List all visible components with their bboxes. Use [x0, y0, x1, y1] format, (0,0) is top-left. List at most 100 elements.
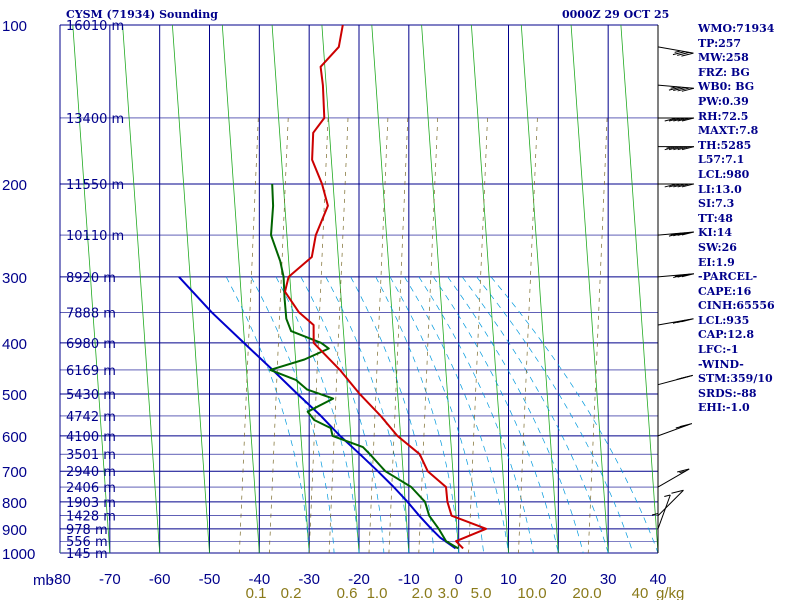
wind-barb — [658, 146, 695, 151]
pressure-tick-700: 700 — [2, 464, 27, 481]
moist-adiabat — [476, 276, 634, 553]
height-label-850: 1428 m — [66, 510, 116, 525]
height-label-900: 978 m — [66, 523, 108, 538]
height-label-400: 6980 m — [66, 337, 116, 352]
index-item: TH:5285 — [698, 138, 752, 152]
temperature-tick--10: -10 — [398, 571, 420, 588]
wind-barb — [657, 46, 694, 57]
wind-barb — [657, 494, 671, 530]
dry-adiabat — [371, 25, 410, 553]
pressure-tick-200: 200 — [2, 177, 27, 194]
mixing-ratio-unit-label: g/kg — [656, 585, 684, 600]
height-label-350: 7888 m — [66, 306, 116, 321]
temperature-tick--60: -60 — [149, 571, 171, 588]
mixing-ratio-line — [418, 117, 439, 553]
moist-adiabat — [418, 276, 534, 553]
pressure-tick-400: 400 — [2, 336, 27, 353]
height-label-100: 16010 m — [66, 19, 124, 34]
moist-adiabat — [275, 276, 360, 553]
height-label-800: 1903 m — [66, 496, 116, 511]
wind-barb — [658, 117, 695, 122]
mixing-ratio-line — [308, 117, 329, 553]
mixing-ratio-line — [368, 117, 389, 553]
mixing-ratio-label: 2.0 — [412, 585, 433, 600]
dry-adiabat — [271, 25, 310, 553]
index-item: LCL:980 — [698, 167, 750, 181]
pressure-tick-600: 600 — [2, 429, 27, 446]
height-label-300: 8920 m — [66, 271, 116, 286]
pressure-unit-label: mb — [33, 572, 54, 589]
moist-adiabat — [447, 276, 584, 553]
index-item: CAPE:16 — [698, 284, 752, 298]
dry-adiabat — [770, 25, 800, 553]
sounding-time: 0000Z 29 OCT 25 — [562, 8, 670, 21]
height-label-1000: 145 m — [66, 547, 108, 562]
mixing-ratio-label: 40 — [632, 585, 649, 600]
temperature-profile-line — [284, 25, 488, 550]
moist-adiabat — [433, 276, 559, 553]
mixing-ratio-line — [587, 117, 608, 553]
pressure-tick-800: 800 — [2, 495, 27, 512]
index-item: TT:48 — [698, 211, 733, 225]
wind-barb — [657, 374, 693, 386]
dry-adiabat — [122, 25, 161, 553]
index-item: EHI:-1.0 — [698, 401, 750, 415]
dry-adiabat — [620, 25, 658, 553]
index-item: RH:72.5 — [698, 109, 749, 123]
mixing-ratio-lines — [239, 117, 608, 553]
moist-adiabat — [225, 276, 310, 553]
mixing-ratio-line — [268, 117, 289, 553]
dry-adiabat — [60, 547, 61, 553]
pressure-tick-900: 900 — [2, 522, 27, 539]
index-item: SRDS:-88 — [698, 386, 757, 400]
temperature-axis-labels: -80 -70 -60 -50 -40 -30 -20 -10 0 10 20 30 40 — [49, 571, 666, 588]
mixing-ratio-label: 1.0 — [367, 585, 388, 600]
index-item: FRZ: BG — [698, 65, 750, 79]
index-item: LCL:935 — [698, 313, 750, 327]
mixing-ratio-line — [518, 117, 538, 553]
wind-barb — [657, 273, 694, 279]
wind-barb — [657, 468, 690, 488]
height-label-700: 2940 m — [66, 465, 116, 480]
pressure-tick-1000: 1000 — [2, 546, 35, 563]
height-label-150: 13400 m — [66, 112, 124, 127]
pressure-axis-labels: 100 200 300 400 500 600 700 800 900 1000 — [2, 18, 35, 563]
parcel-trace-line — [178, 276, 457, 550]
index-item: MAXT:7.8 — [698, 124, 759, 138]
index-item: MW:258 — [698, 51, 749, 65]
mixing-ratio-line — [388, 117, 409, 553]
temperature-tick-40: 40 — [650, 571, 667, 588]
dry-adiabat — [520, 25, 559, 553]
mixing-ratio-label: 0.2 — [281, 585, 302, 600]
parcel-trace-group — [178, 276, 457, 550]
pressure-tick-500: 500 — [2, 387, 27, 404]
station-title: CYSM (71934) Sounding — [66, 8, 218, 21]
temperature-tick-10: 10 — [500, 571, 517, 588]
height-label-450: 6169 m — [66, 364, 116, 379]
height-label-550: 4742 m — [66, 410, 116, 425]
temperature-tick--80: -80 — [49, 571, 71, 588]
index-item: -WIND- — [698, 357, 744, 371]
moist-adiabat — [375, 276, 460, 553]
pressure-tick-100: 100 — [2, 18, 27, 35]
dry-adiabat — [172, 25, 210, 553]
index-item: WMO:71934 — [698, 22, 775, 35]
index-item: KI:14 — [698, 226, 733, 240]
dry-adiabat — [570, 25, 609, 553]
height-labels: 16010 m 13400 m 11550 m 10110 m 8920 m 7888 m… — [66, 19, 124, 562]
wind-barbs — [651, 25, 695, 553]
dewpoint-profile-group — [269, 183, 459, 550]
moist-adiabat — [250, 276, 335, 553]
mixing-ratio-labels: 0.1 0.2 0.6 1.0 2.0 3.0 5.0 10.0 20.0 40 — [246, 585, 649, 600]
mixing-ratio-label: 0.1 — [246, 585, 267, 600]
height-label-500: 5430 m — [66, 388, 116, 403]
index-item: SW:26 — [698, 240, 737, 254]
mixing-ratio-label: 20.0 — [572, 585, 601, 600]
height-label-250: 10110 m — [66, 229, 124, 244]
wind-barb — [651, 513, 659, 550]
index-item: LI:13.0 — [698, 182, 742, 196]
temperature-tick--20: -20 — [348, 571, 370, 588]
mixing-ratio-label: 0.6 — [337, 585, 358, 600]
index-item: STM:359/10 — [698, 372, 773, 386]
